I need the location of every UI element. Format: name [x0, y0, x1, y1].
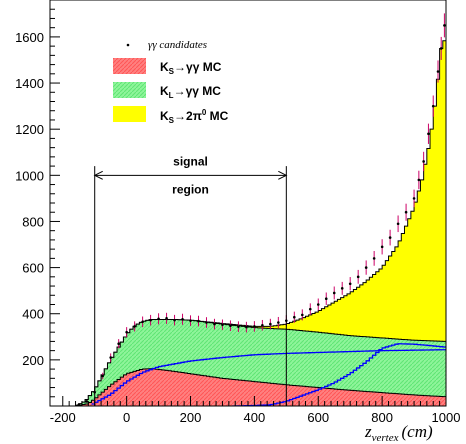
legend-ks-2pi0-label: KS→2π0 MC — [160, 108, 229, 125]
data-point — [149, 314, 152, 326]
y-tick-label: 600 — [22, 261, 44, 276]
data-point — [109, 353, 112, 362]
x-tick-label: 400 — [244, 410, 266, 425]
data-point — [293, 311, 296, 323]
legend-ks-gg-swatch — [113, 58, 146, 74]
legend: γγ candidates KS→γγ MC KL→γγ MC KS→2π0 M… — [113, 39, 229, 125]
y-tick-label: 1200 — [15, 122, 44, 137]
data-point — [348, 277, 352, 291]
data-point — [427, 123, 430, 144]
data-point — [85, 400, 89, 403]
data-point — [173, 314, 176, 326]
data-point — [197, 315, 200, 327]
y-tick-label: 400 — [22, 307, 44, 322]
x-tick-label: 600 — [307, 410, 329, 425]
signal-region-arrowhead-left — [93, 170, 103, 180]
data-point — [380, 239, 384, 255]
data-point — [422, 151, 425, 172]
signal-region-arrowhead-right — [278, 170, 288, 180]
data-point — [189, 315, 192, 326]
data-point — [436, 60, 440, 83]
data-point — [364, 260, 368, 275]
signal-region-label-line2: region — [172, 182, 209, 196]
plot-area — [50, 13, 446, 406]
y-tick-label: 1000 — [15, 168, 44, 183]
y-tick-label: 200 — [22, 353, 44, 368]
legend-ks-2pi0-swatch — [113, 106, 146, 122]
x-tick-label: 1000 — [432, 410, 461, 425]
signal-region-annotation: signal region — [93, 154, 288, 406]
data-point — [308, 303, 312, 315]
data-point — [261, 319, 264, 331]
y-tick-label: 1600 — [15, 30, 44, 45]
data-point — [412, 189, 416, 208]
data-point — [277, 316, 280, 329]
data-point — [141, 316, 144, 328]
x-tick-label: 800 — [371, 410, 393, 425]
blue-upper-curve — [91, 349, 446, 405]
data-point — [117, 339, 120, 349]
data-point — [404, 203, 408, 221]
y-axis: 200 400 600 800 1000 1200 1400 1600 — [15, 8, 60, 398]
data-point — [133, 321, 136, 332]
data-point — [181, 313, 184, 325]
legend-data-label: γγ candidates — [148, 39, 207, 51]
signal-region-label-line1: signal — [173, 154, 208, 168]
data-point — [229, 320, 232, 332]
data-point — [443, 13, 446, 38]
legend-data-marker — [126, 43, 130, 47]
ks-gg-mc-area — [50, 368, 446, 406]
data-point — [205, 317, 208, 328]
x-tick-label: 200 — [180, 410, 202, 425]
data-point — [372, 250, 376, 266]
y-tick-label: 1400 — [15, 76, 44, 91]
x-axis-label: zvertex (cm) — [364, 422, 433, 444]
data-points — [77, 13, 446, 406]
data-point — [157, 313, 160, 325]
data-point — [356, 269, 360, 284]
data-point — [439, 36, 443, 60]
data-point — [332, 286, 336, 300]
data-point — [396, 215, 400, 233]
data-point — [101, 372, 104, 380]
data-point — [340, 281, 344, 295]
data-point — [269, 318, 272, 330]
data-point — [237, 321, 240, 332]
legend-ks-gg-label: KS→γγ MC — [160, 60, 222, 76]
data-point — [253, 321, 256, 332]
data-point — [245, 321, 248, 333]
legend-kl-gg-label: KL→γγ MC — [160, 84, 221, 100]
x-tick-label: -200 — [50, 410, 76, 425]
data-point — [388, 229, 392, 246]
data-point — [77, 403, 81, 406]
data-point — [213, 318, 216, 330]
data-point — [324, 292, 328, 305]
data-point — [316, 298, 320, 311]
legend-kl-gg-swatch — [113, 82, 146, 98]
data-point — [125, 327, 128, 338]
data-point — [221, 319, 224, 331]
data-point — [300, 309, 304, 321]
blue-lower-curve — [232, 343, 446, 406]
data-point — [431, 95, 435, 117]
y-tick-label: 800 — [22, 214, 44, 229]
data-point — [417, 170, 421, 190]
data-point — [165, 312, 168, 324]
x-tick-label: 0 — [123, 410, 130, 425]
